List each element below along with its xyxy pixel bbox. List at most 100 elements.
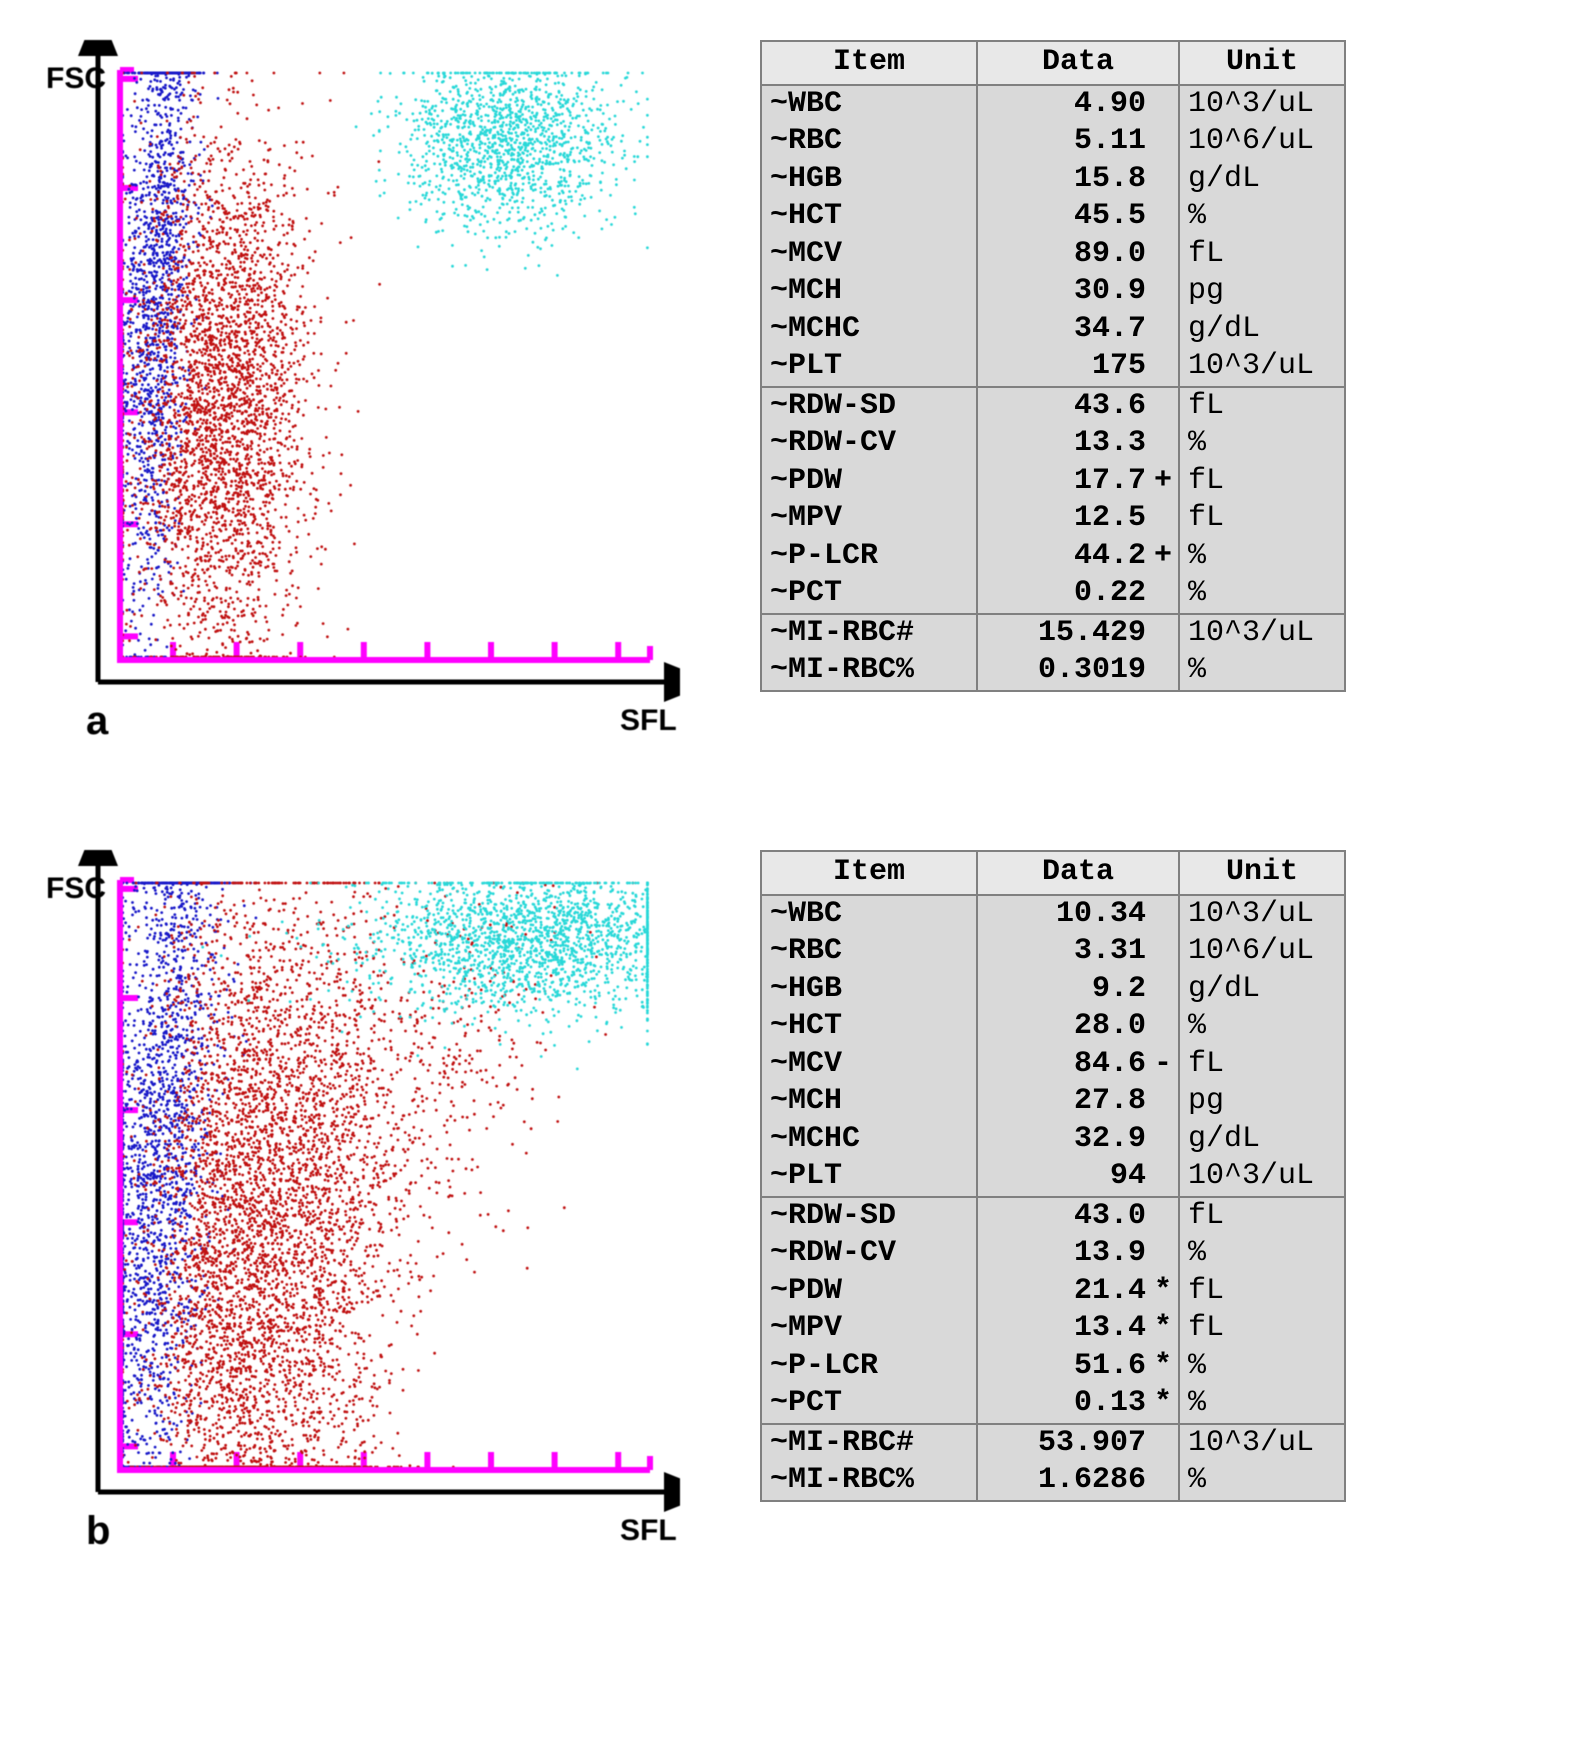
cell-flag [1152, 971, 1179, 1009]
table-row: ~PCT0.13*% [761, 1385, 1345, 1424]
cell-flag [1152, 933, 1179, 971]
cell-unit: 10^3/uL [1179, 85, 1345, 124]
cell-flag [1152, 652, 1179, 691]
table-row: ~PLT17510^3/uL [761, 348, 1345, 387]
table-row: ~MI-RBC#53.907 10^3/uL [761, 1424, 1345, 1463]
cell-unit: % [1179, 1462, 1345, 1501]
cell-unit: % [1179, 1008, 1345, 1046]
cell-unit: pg [1179, 1083, 1345, 1121]
table-row: ~PDW21.4*fL [761, 1273, 1345, 1311]
cell-unit: % [1179, 425, 1345, 463]
cell-item: ~MCHC [761, 311, 977, 349]
cell-flag [1152, 311, 1179, 349]
cell-data: 94 [977, 1158, 1152, 1197]
cell-item: ~PLT [761, 1158, 977, 1197]
table-row: ~WBC4.9010^3/uL [761, 85, 1345, 124]
cell-data: 45.5 [977, 198, 1152, 236]
cell-flag [1152, 1462, 1179, 1501]
cell-flag: * [1152, 1273, 1179, 1311]
cell-unit: % [1179, 538, 1345, 576]
cell-data: 9.2 [977, 971, 1152, 1009]
col-unit: Unit [1179, 41, 1345, 85]
cell-flag [1152, 575, 1179, 614]
cell-item: ~HCT [761, 1008, 977, 1046]
results-table: ItemDataUnit~WBC4.9010^3/uL~RBC5.1110^6/… [760, 40, 1346, 692]
cell-flag [1152, 161, 1179, 199]
col-unit: Unit [1179, 851, 1345, 895]
cell-data: 27.8 [977, 1083, 1152, 1121]
cell-flag: + [1152, 538, 1179, 576]
cell-unit: 10^3/uL [1179, 614, 1345, 653]
cell-data: 15.8 [977, 161, 1152, 199]
cell-data: 0.22 [977, 575, 1152, 614]
cell-item: ~MI-RBC% [761, 652, 977, 691]
table-row: ~MI-RBC%1.6286% [761, 1462, 1345, 1501]
cell-flag [1152, 614, 1179, 653]
cell-data: 44.2 [977, 538, 1152, 576]
panel-label: a [86, 699, 109, 743]
cell-unit: fL [1179, 1310, 1345, 1348]
cell-flag [1152, 123, 1179, 161]
cell-flag [1152, 236, 1179, 274]
cell-unit: fL [1179, 387, 1345, 426]
cell-flag [1152, 1424, 1179, 1463]
cell-flag [1152, 1083, 1179, 1121]
cell-data: 53.907 [977, 1424, 1152, 1463]
cell-unit: 10^6/uL [1179, 933, 1345, 971]
cell-data: 3.31 [977, 933, 1152, 971]
table-row: ~HGB15.8g/dL [761, 161, 1345, 199]
cell-data: 5.11 [977, 123, 1152, 161]
cell-flag: * [1152, 1385, 1179, 1424]
cell-unit: 10^3/uL [1179, 1424, 1345, 1463]
cell-data: 0.13 [977, 1385, 1152, 1424]
table-row: ~HCT28.0% [761, 1008, 1345, 1046]
cell-flag [1152, 198, 1179, 236]
cell-item: ~MI-RBC# [761, 1424, 977, 1463]
cell-item: ~WBC [761, 895, 977, 934]
cell-item: ~MCH [761, 273, 977, 311]
cell-data: 15.429 [977, 614, 1152, 653]
cell-unit: fL [1179, 463, 1345, 501]
cell-data: 84.6 [977, 1046, 1152, 1084]
cell-item: ~RDW-SD [761, 387, 977, 426]
cell-item: ~PDW [761, 1273, 977, 1311]
table-row: ~MI-RBC%0.3019% [761, 652, 1345, 691]
col-data: Data [977, 41, 1179, 85]
table-row: ~MCV84.6-fL [761, 1046, 1345, 1084]
x-axis-label: SFL [620, 1514, 677, 1547]
table-row: ~RDW-SD43.0fL [761, 1197, 1345, 1236]
cell-flag [1152, 500, 1179, 538]
table-row: ~RBC3.3110^6/uL [761, 933, 1345, 971]
cell-data: 30.9 [977, 273, 1152, 311]
cell-unit: fL [1179, 1046, 1345, 1084]
cell-unit: % [1179, 575, 1345, 614]
results-table: ItemDataUnit~WBC10.3410^3/uL~RBC3.3110^6… [760, 850, 1346, 1502]
cell-item: ~MPV [761, 1310, 977, 1348]
table-row: ~PCT0.22% [761, 575, 1345, 614]
cell-item: ~HGB [761, 971, 977, 1009]
cell-item: ~RDW-CV [761, 425, 977, 463]
cell-unit: g/dL [1179, 311, 1345, 349]
table-row: ~MCHC34.7g/dL [761, 311, 1345, 349]
cell-unit: % [1179, 1235, 1345, 1273]
col-data: Data [977, 851, 1179, 895]
cell-item: ~RDW-SD [761, 1197, 977, 1236]
panel-b: FSCSFLbItemDataUnit~WBC10.3410^3/uL~RBC3… [40, 850, 1555, 1570]
cell-data: 17.7 [977, 463, 1152, 501]
cell-data: 4.90 [977, 85, 1152, 124]
cell-unit: g/dL [1179, 161, 1345, 199]
cell-flag [1152, 85, 1179, 124]
cell-data: 10.34 [977, 895, 1152, 934]
table-row: ~RDW-CV13.3% [761, 425, 1345, 463]
col-item: Item [761, 41, 977, 85]
cell-flag [1152, 1158, 1179, 1197]
cell-item: ~P-LCR [761, 538, 977, 576]
cell-item: ~RBC [761, 123, 977, 161]
cell-flag [1152, 895, 1179, 934]
cell-flag [1152, 348, 1179, 387]
table-row: ~HCT45.5% [761, 198, 1345, 236]
cell-item: ~P-LCR [761, 1348, 977, 1386]
cell-item: ~MPV [761, 500, 977, 538]
cell-flag [1152, 273, 1179, 311]
table-row: ~P-LCR51.6*% [761, 1348, 1345, 1386]
